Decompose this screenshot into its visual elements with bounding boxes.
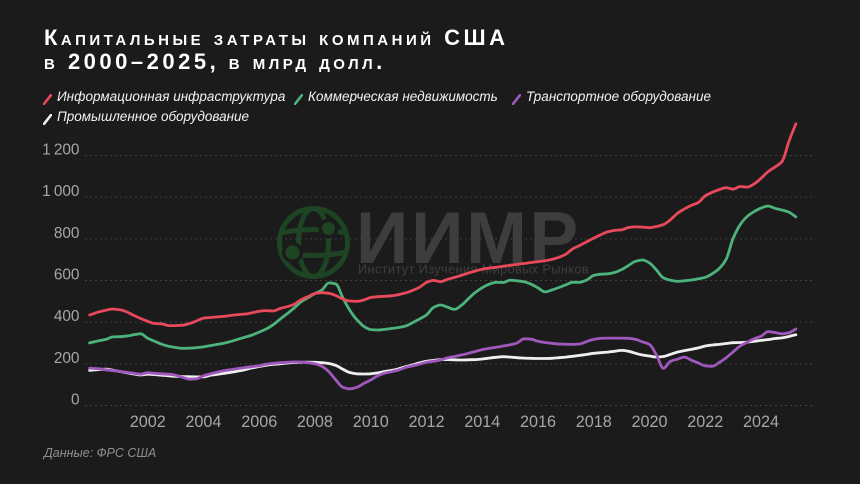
- svg-text:2002: 2002: [130, 413, 166, 431]
- svg-text:400: 400: [54, 308, 80, 325]
- svg-text:1 200: 1 200: [42, 142, 79, 159]
- svg-text:2012: 2012: [408, 413, 444, 431]
- svg-text:2016: 2016: [520, 413, 556, 431]
- svg-text:2004: 2004: [185, 413, 221, 431]
- svg-text:2022: 2022: [687, 413, 723, 431]
- svg-text:2018: 2018: [576, 413, 612, 431]
- svg-text:2008: 2008: [297, 413, 333, 431]
- svg-text:200: 200: [54, 350, 80, 367]
- svg-text:600: 600: [54, 267, 80, 284]
- svg-text:2006: 2006: [241, 413, 277, 431]
- svg-text:2014: 2014: [464, 413, 500, 431]
- svg-text:2010: 2010: [353, 413, 389, 431]
- svg-text:Институт Изучения Мировых Рынк: Институт Изучения Мировых Рынков: [358, 262, 589, 277]
- svg-text:800: 800: [54, 225, 80, 242]
- svg-text:2024: 2024: [743, 413, 779, 431]
- svg-text:2020: 2020: [631, 413, 667, 431]
- svg-text:0: 0: [71, 392, 80, 409]
- svg-text:1 000: 1 000: [42, 183, 79, 200]
